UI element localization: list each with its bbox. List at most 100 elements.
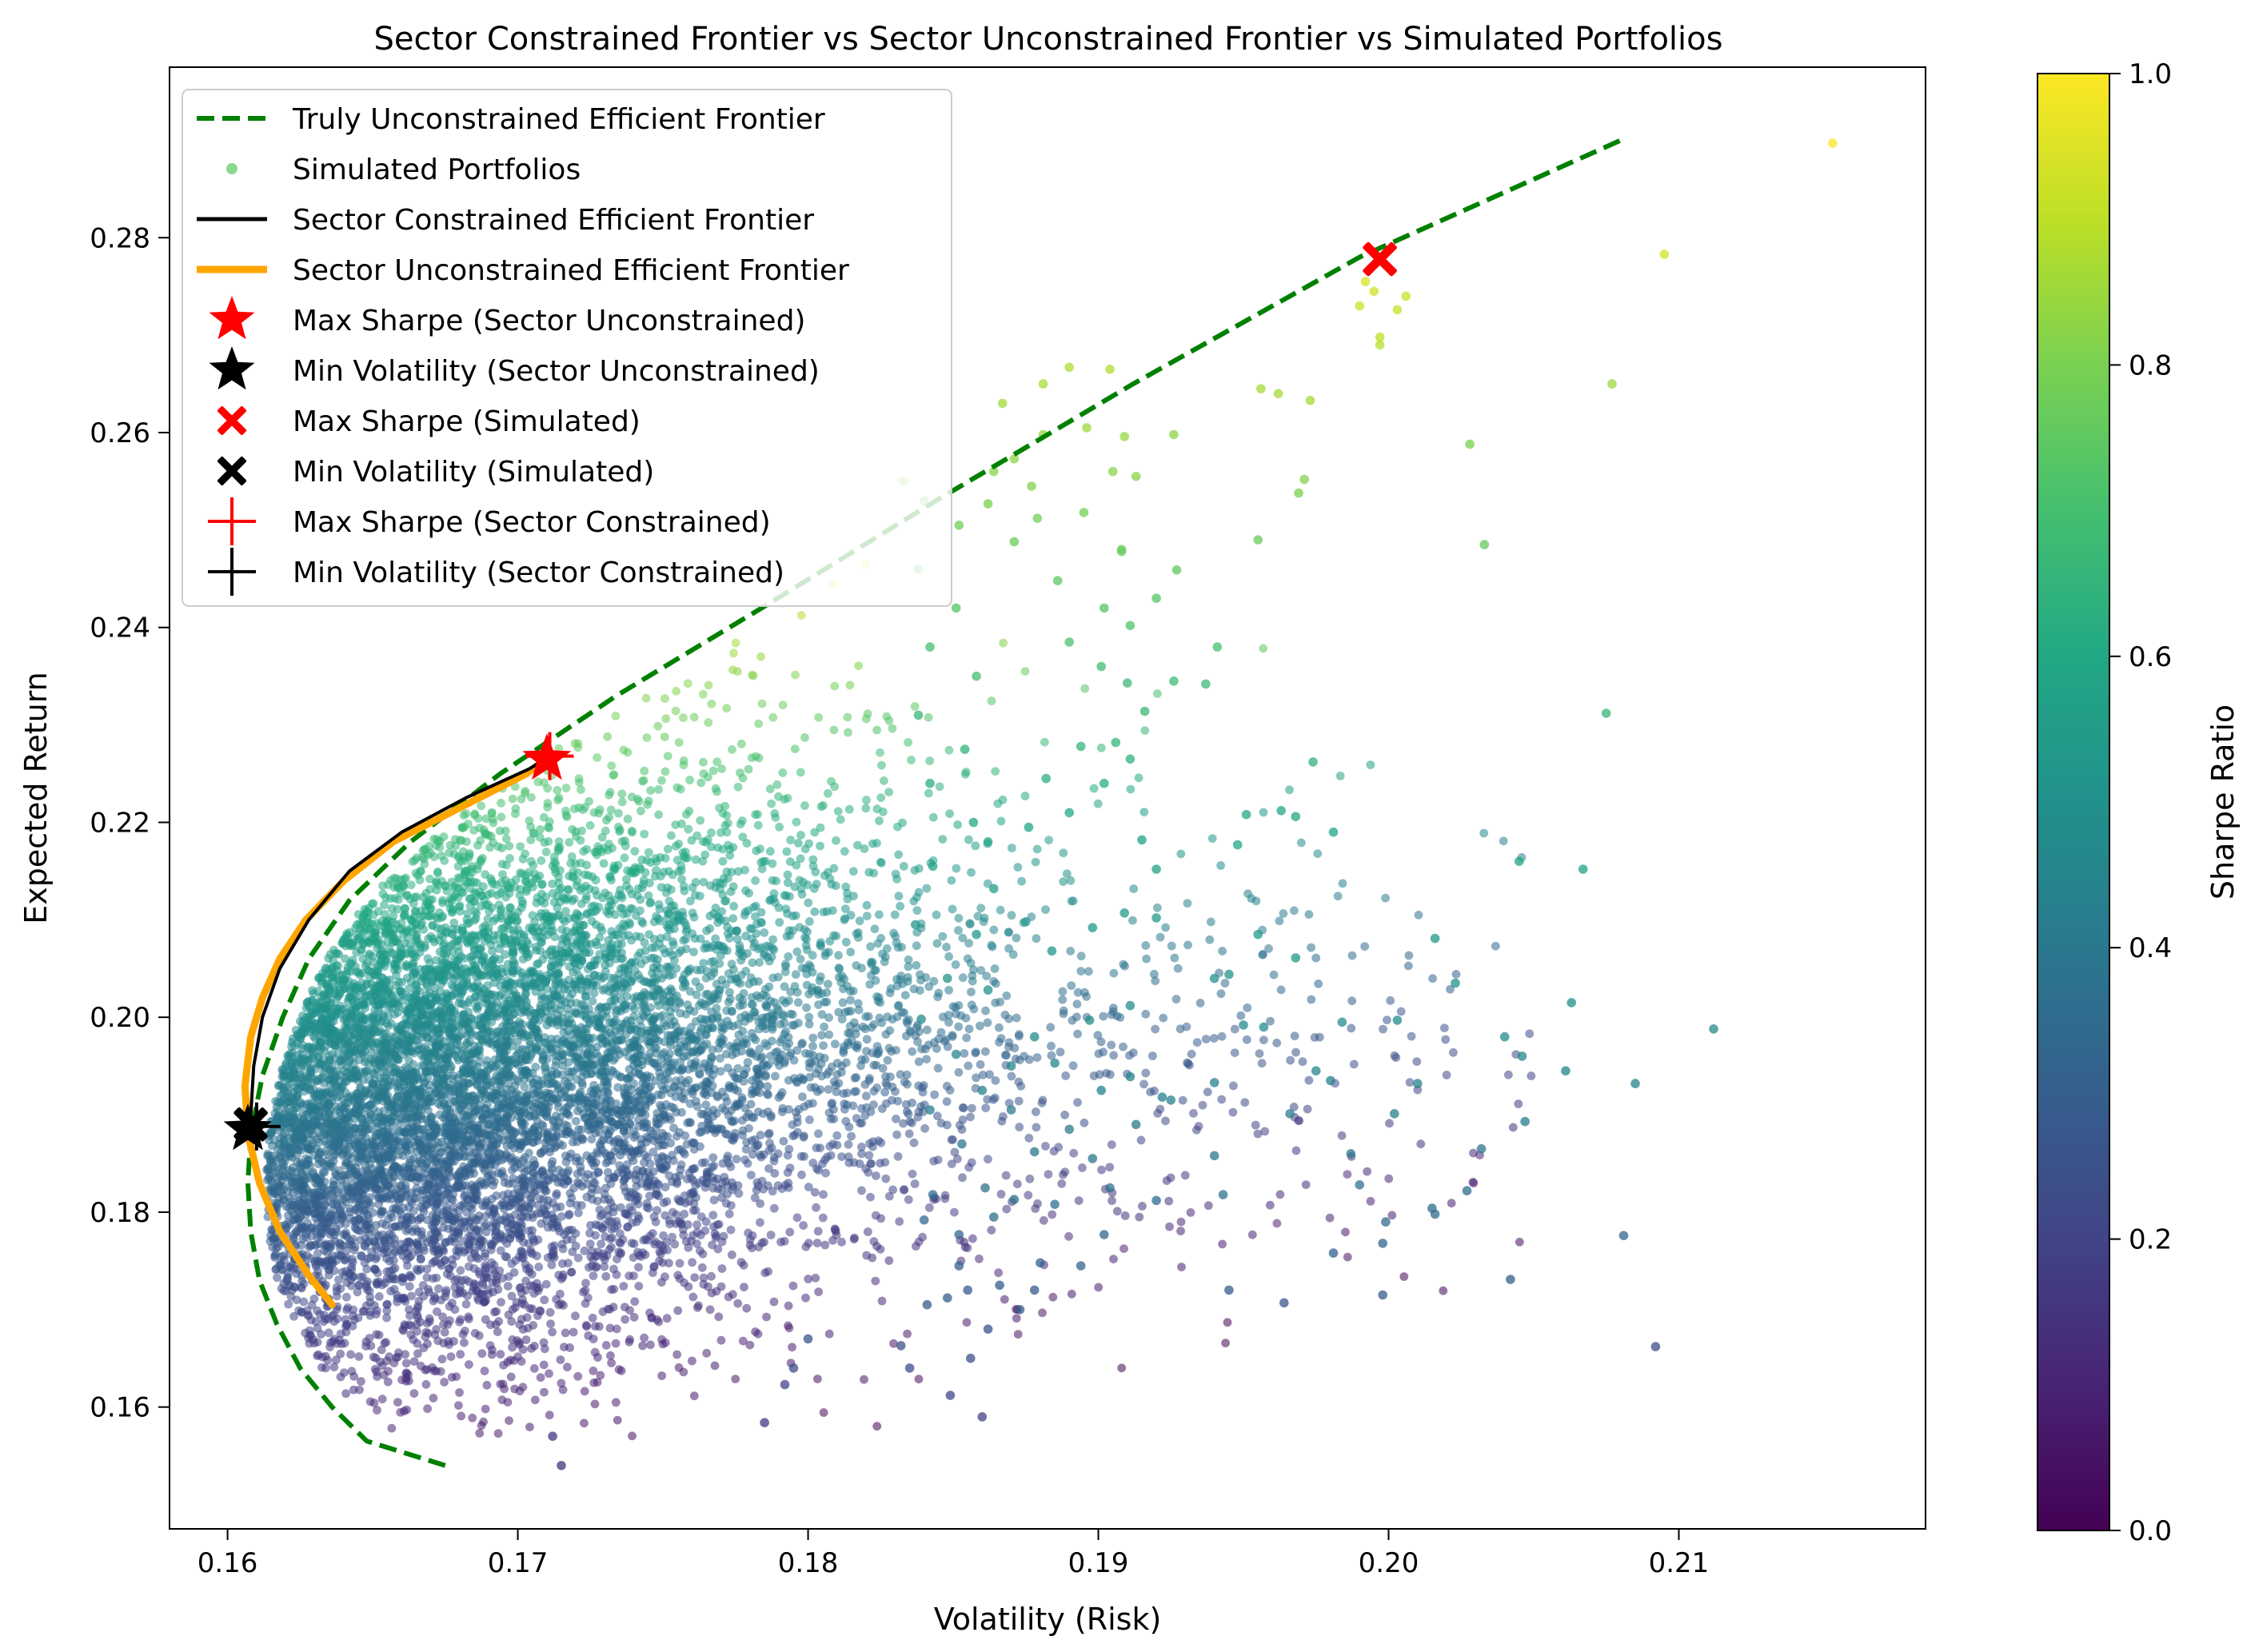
simulated-portfolio-point xyxy=(373,1406,381,1415)
simulated-portfolio-point xyxy=(905,1117,915,1126)
simulated-portfolio-point xyxy=(989,976,998,986)
simulated-portfolio-point xyxy=(1135,1212,1144,1222)
simulated-portfolio-point xyxy=(1038,1308,1047,1318)
simulated-portfolio-point xyxy=(468,1413,477,1423)
simulated-portfolio-point xyxy=(634,1263,643,1272)
simulated-portfolio-point xyxy=(864,1151,874,1160)
simulated-portfolio-point xyxy=(753,1107,763,1116)
simulated-portfolio-point xyxy=(954,1022,964,1032)
simulated-portfolio-point xyxy=(669,1123,678,1133)
simulated-portfolio-point xyxy=(620,1303,629,1311)
simulated-portfolio-point xyxy=(1514,1099,1523,1108)
simulated-portfolio-point xyxy=(497,1167,507,1176)
simulated-portfolio-point xyxy=(493,1327,502,1336)
simulated-portfolio-point xyxy=(394,1348,403,1358)
simulated-portfolio-point xyxy=(724,1081,734,1090)
simulated-portfolio-point xyxy=(1048,1292,1058,1302)
simulated-portfolio-point xyxy=(808,1033,818,1043)
simulated-portfolio-point xyxy=(710,1229,720,1239)
simulated-portfolio-point xyxy=(505,1416,513,1425)
simulated-portfolio-point xyxy=(357,1377,365,1386)
simulated-portfolio-point xyxy=(942,1097,952,1107)
simulated-portfolio-point xyxy=(1205,935,1215,944)
simulated-portfolio-point xyxy=(764,1107,772,1116)
simulated-portfolio-point xyxy=(685,1118,694,1127)
simulated-portfolio-point xyxy=(831,1039,840,1049)
simulated-portfolio-point xyxy=(914,1081,924,1091)
simulated-portfolio-point xyxy=(676,1160,686,1170)
simulated-portfolio-point xyxy=(460,1327,469,1335)
simulated-portfolio-point xyxy=(857,1143,866,1151)
simulated-portfolio-point xyxy=(950,1147,960,1157)
simulated-portfolio-point xyxy=(734,1189,744,1198)
simulated-portfolio-point xyxy=(1119,960,1128,969)
simulated-portfolio-point xyxy=(1504,1070,1513,1079)
simulated-portfolio-point xyxy=(1290,1032,1299,1040)
simulated-portfolio-point xyxy=(772,1047,782,1056)
simulated-portfolio-point xyxy=(1304,1075,1314,1085)
simulated-portfolio-point xyxy=(893,1151,903,1161)
simulated-portfolio-point xyxy=(942,1081,952,1091)
simulated-portfolio-point xyxy=(981,1006,990,1016)
simulated-portfolio-point xyxy=(910,1179,920,1188)
simulated-portfolio-point xyxy=(764,1181,772,1191)
simulated-portfolio-point xyxy=(1416,1139,1426,1149)
simulated-portfolio-point xyxy=(401,1359,411,1368)
simulated-portfolio-point xyxy=(586,1221,595,1230)
simulated-portfolio-point xyxy=(793,1127,802,1137)
simulated-portfolio-point xyxy=(841,1116,851,1126)
simulated-portfolio-point xyxy=(742,1303,752,1313)
simulated-portfolio-point xyxy=(764,1267,772,1276)
simulated-portfolio-point xyxy=(492,1191,501,1200)
simulated-portfolio-point xyxy=(918,1232,927,1242)
simulated-portfolio-point xyxy=(700,1226,710,1235)
simulated-portfolio-point xyxy=(872,1083,881,1092)
simulated-portfolio-point xyxy=(871,1211,880,1220)
simulated-portfolio-point xyxy=(804,1012,814,1022)
simulated-portfolio-point xyxy=(1176,1217,1186,1227)
simulated-portfolio-point xyxy=(673,1306,683,1315)
simulated-portfolio-point xyxy=(808,1042,817,1051)
simulated-portfolio-point xyxy=(569,1327,578,1337)
simulated-portfolio-point xyxy=(585,1239,595,1248)
simulated-portfolio-point xyxy=(785,1227,795,1237)
simulated-portfolio-point xyxy=(745,1340,755,1350)
simulated-portfolio-point xyxy=(903,1329,912,1339)
simulated-portfolio-point xyxy=(1120,1244,1128,1253)
simulated-portfolio-point xyxy=(454,1243,464,1253)
simulated-portfolio-point xyxy=(377,1345,386,1355)
simulated-portfolio-point xyxy=(1491,941,1500,951)
simulated-portfolio-point xyxy=(1360,942,1370,951)
simulated-portfolio-point xyxy=(760,1238,768,1247)
simulated-portfolio-point xyxy=(537,1166,547,1175)
simulated-portfolio-point xyxy=(818,1213,828,1223)
simulated-portfolio-point xyxy=(581,1321,591,1330)
simulated-portfolio-point xyxy=(697,1263,707,1272)
simulated-portfolio-point xyxy=(529,1364,539,1373)
simulated-portfolio-point xyxy=(892,1130,901,1139)
simulated-portfolio-point xyxy=(461,1299,471,1309)
simulated-portfolio-point xyxy=(541,1279,551,1289)
simulated-portfolio-point xyxy=(1236,1011,1246,1020)
simulated-portfolio-point xyxy=(978,1071,988,1079)
simulated-portfolio-point xyxy=(680,1209,688,1219)
simulated-portfolio-point xyxy=(972,1047,980,1056)
simulated-portfolio-point xyxy=(580,1387,589,1396)
simulated-portfolio-point xyxy=(487,1258,496,1267)
simulated-portfolio-point xyxy=(447,1373,457,1382)
simulated-portfolio-point xyxy=(625,1271,634,1280)
simulated-portfolio-point xyxy=(645,1308,654,1318)
simulated-portfolio-point xyxy=(571,1241,581,1251)
simulated-portfolio-point xyxy=(558,1259,567,1268)
simulated-portfolio-point xyxy=(820,1022,828,1032)
simulated-portfolio-point xyxy=(1171,995,1181,1004)
simulated-portfolio-point xyxy=(354,1352,364,1361)
simulated-portfolio-point xyxy=(1442,1071,1451,1079)
simulated-portfolio-point xyxy=(885,1026,895,1035)
simulated-portfolio-point xyxy=(1286,1055,1295,1065)
simulated-portfolio-point xyxy=(794,1019,803,1028)
simulated-portfolio-point xyxy=(857,1055,867,1064)
simulated-portfolio-point xyxy=(1109,1255,1118,1263)
simulated-portfolio-point xyxy=(762,1312,771,1322)
simulated-portfolio-point xyxy=(390,1263,400,1273)
